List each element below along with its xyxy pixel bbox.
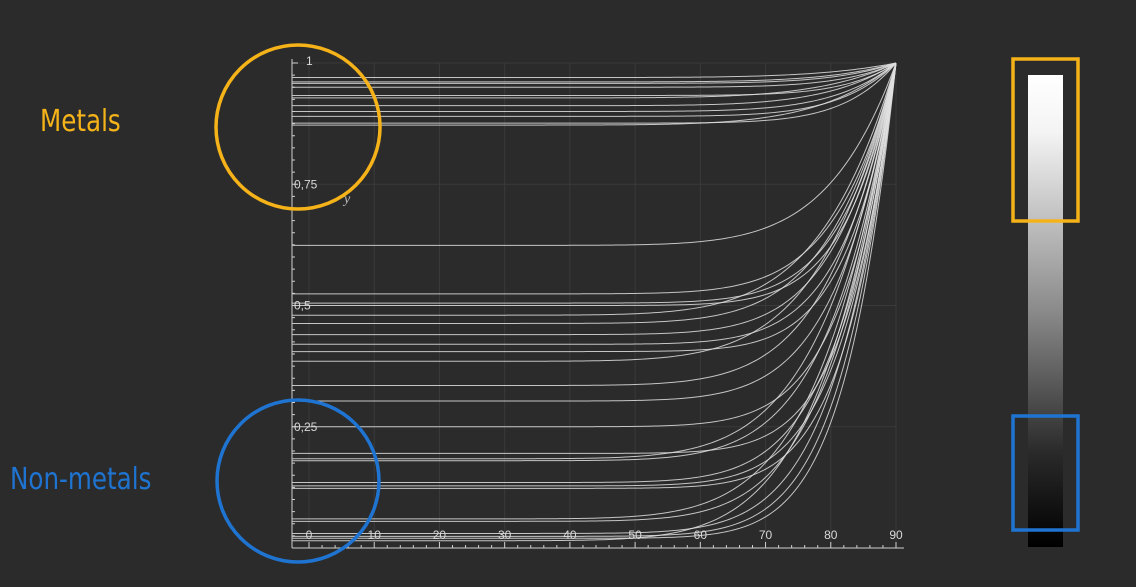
reflectance-curve — [292, 62, 897, 462]
reflectance-curves — [292, 62, 897, 542]
x-tick-label: 40 — [563, 528, 577, 542]
reflectance-curve — [292, 62, 897, 83]
reflectance-curve — [292, 62, 897, 88]
reflectance-curve — [292, 62, 897, 353]
reflectance-curve — [292, 62, 897, 295]
reflectance-curve — [292, 62, 897, 112]
reflectance-curve — [292, 62, 897, 454]
y-tick-label: 0,75 — [294, 177, 318, 191]
metals-label: Metals — [40, 104, 121, 139]
reflectance-curve — [292, 62, 897, 428]
reflectance-curve — [292, 62, 897, 542]
reflectance-curve — [292, 62, 897, 306]
reflectance-curve — [292, 62, 897, 487]
non-metals-range-box — [1011, 414, 1080, 532]
reflectance-curve — [292, 62, 897, 387]
reflectance-gradient-bar — [1028, 75, 1063, 547]
tick-labels: 0 10 20 30 40 50 60 70 80 90 1 0,75 0,5 0,25 — [294, 54, 903, 542]
reflectance-curve — [292, 62, 897, 316]
reflectance-curve — [292, 62, 897, 489]
reflectance-curve — [292, 62, 897, 246]
reflectance-curve — [292, 62, 897, 534]
reflectance-curve — [292, 62, 897, 304]
metals-range-box — [1011, 57, 1080, 223]
x-tick-label: 90 — [889, 528, 903, 542]
y-axis-label: y — [342, 192, 351, 207]
reflectance-curve — [292, 62, 897, 362]
x-tick-label: 20 — [433, 528, 447, 542]
reflectance-curve — [292, 62, 897, 345]
reflectance-curve — [292, 62, 897, 79]
axes — [291, 59, 904, 549]
reflectance-curve — [292, 62, 897, 84]
y-tick-label: 1 — [306, 54, 313, 68]
reflectance-curve — [292, 62, 897, 460]
reflectance-curve — [292, 62, 897, 117]
reflectance-curve — [292, 62, 897, 336]
reflectance-curve — [292, 62, 897, 99]
x-tick-label: 0 — [306, 528, 313, 542]
x-tick-label: 80 — [824, 528, 838, 542]
reflectance-curve — [292, 62, 897, 107]
non-metals-label: Non-metals — [10, 462, 152, 497]
x-tick-label: 10 — [368, 528, 382, 542]
metals-highlight-circle — [214, 43, 382, 211]
reflectance-curve — [292, 62, 897, 324]
x-tick-label: 70 — [759, 528, 773, 542]
reflectance-curve — [292, 62, 897, 522]
x-tick-label: 50 — [628, 528, 642, 542]
y-tick-label: 0,5 — [294, 299, 311, 313]
x-tick-label: 30 — [498, 528, 512, 542]
reflectance-curve — [292, 62, 897, 96]
reflectance-curve — [292, 62, 897, 539]
reflectance-curve — [292, 62, 897, 520]
non-metals-highlight-circle — [215, 398, 381, 564]
x-tick-label: 60 — [694, 528, 708, 542]
reflectance-curve — [292, 62, 897, 124]
reflectance-curve — [292, 62, 897, 402]
reflectance-curve — [292, 62, 897, 126]
reflectance-curve — [292, 62, 897, 537]
y-tick-label: 0,25 — [294, 420, 318, 434]
